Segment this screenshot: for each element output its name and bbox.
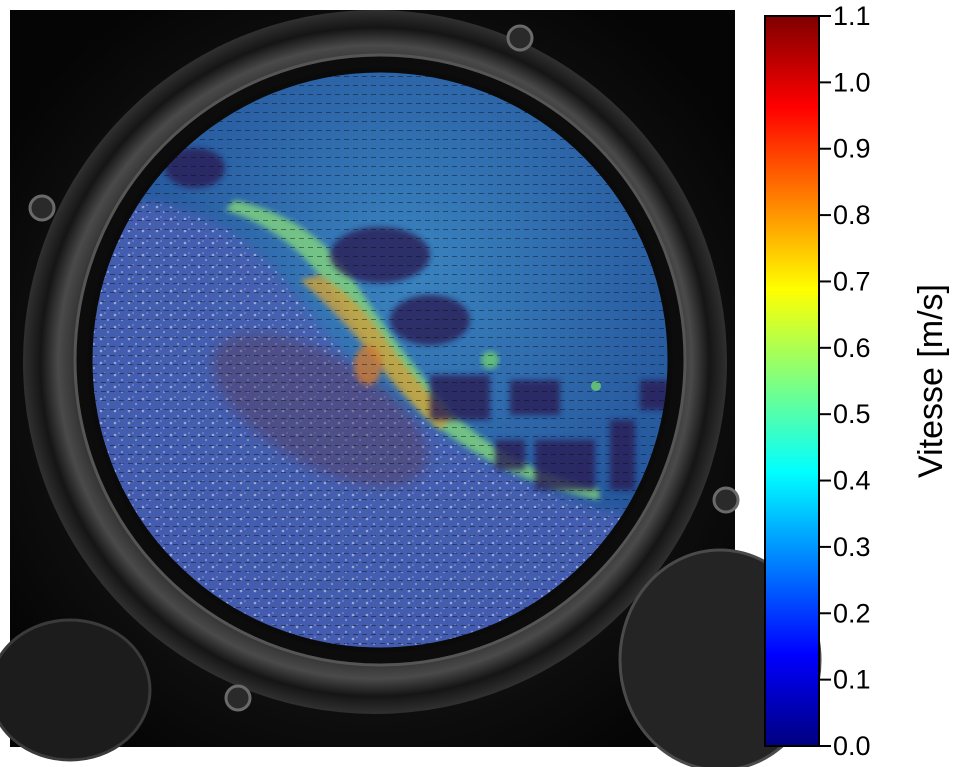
- colorbar-tick-label: 0.6: [833, 333, 871, 363]
- colorbar-tick-label: 0.7: [833, 266, 871, 296]
- bolt-icon: [224, 684, 252, 712]
- colorbar-tick-label: 0.1: [833, 665, 871, 695]
- colorbar-tick-label: 1.0: [833, 67, 871, 97]
- colorbar: 0.0 0.1 0.2 0.3 0.4 0.5 0.6 0.7 0.8 0.9 1.0 1.1 Vit…: [764, 1, 950, 761]
- left-fixture: [0, 618, 152, 762]
- colorbar-tick-label: 0.8: [833, 200, 871, 230]
- colorbar-tick-label: 0.9: [833, 134, 871, 164]
- window-rim: [87, 67, 673, 653]
- colorbar-ticks: 0.0 0.1 0.2 0.3 0.4 0.5 0.6 0.7 0.8 0.9 1.0 1.1: [819, 1, 871, 761]
- bolt-icon: [28, 194, 56, 222]
- flange-bolts: [28, 24, 740, 712]
- colorbar-tick-label: 0.3: [833, 532, 871, 562]
- bolt-icon: [506, 24, 534, 52]
- colorbar-gradient: [764, 15, 820, 747]
- colorbar-tick-label: 0.2: [833, 598, 871, 628]
- velocity-field: [92, 72, 668, 648]
- colorbar-tick-label: 0.5: [833, 399, 871, 429]
- colorbar-title: Vitesse [m/s]: [912, 284, 950, 478]
- colorbar-tick-label: 1.1: [833, 1, 871, 31]
- bolt-icon: [712, 486, 740, 514]
- colorbar-tick-label: 0.4: [833, 466, 871, 496]
- colorbar-tick-label: 0.0: [833, 731, 871, 761]
- vector-field-overlay: [92, 72, 668, 648]
